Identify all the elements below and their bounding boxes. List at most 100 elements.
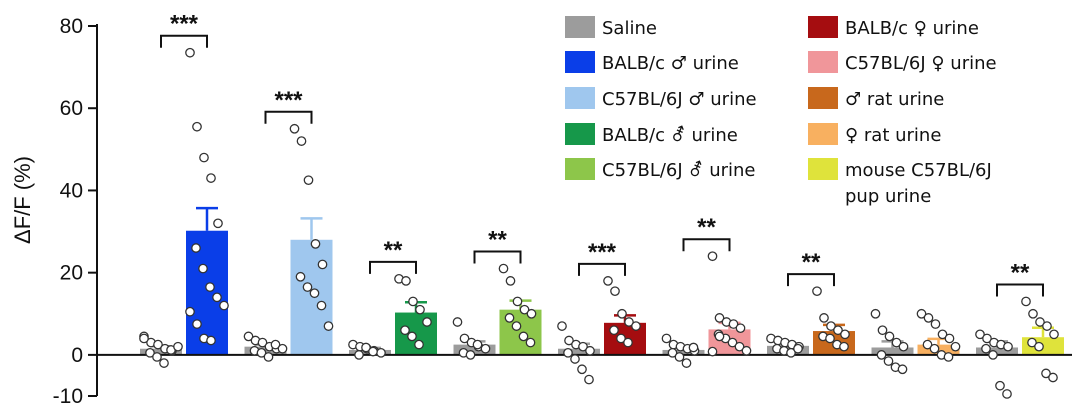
control-4-data-point [570,354,580,364]
legend-label: C57BL/6J ♂ urine [602,89,757,110]
treatment-3-data-point [525,337,536,348]
control-1-data-point [277,343,288,354]
control-5-data-point [667,347,678,358]
legend-swatch [808,87,838,109]
treatment-8-data-point [1035,317,1045,327]
legend-label: mouse C57BL/6J pup urine [845,160,992,207]
control-2-data-point [354,350,364,360]
control-4-data-point [564,335,574,346]
legend-label-line: mouse C57BL/6J [845,160,992,181]
control-1-data-point [263,352,274,362]
control-7-bar [871,347,914,355]
control-3-data-point [465,350,476,360]
treatment-3-data-point [519,304,530,315]
significance-bracket [578,262,626,276]
treatment-8-data-point [1028,308,1038,319]
treatment-0-data-point [191,243,201,253]
significance-label: *** [170,11,199,38]
control-5-data-point [681,358,692,368]
treatment-2-data-point [414,339,424,350]
control-5-data-point [674,352,685,362]
significance-label: *** [274,87,303,114]
control-2-data-point [376,347,386,358]
treatment-7-data-point [930,319,941,329]
treatment-0-data-point [198,263,208,274]
treatment-2-data-point [400,325,410,336]
treatment-6-data-point [833,325,843,336]
control-7-data-point [898,341,909,352]
legend-swatch [565,16,595,38]
control-0-data-point [153,339,163,350]
treatment-1-data-point [317,259,328,270]
data-points-group [139,47,1059,399]
treatment-4-data-point [623,337,633,348]
treatment-0-data-point [213,218,223,229]
control-4-data-point [577,364,587,375]
treatment-3-data-point [504,313,515,323]
y-axis-label: ΔF/F (%) [10,156,35,244]
treatment-3-data-point [526,308,537,319]
y-tick-label: 0 [71,344,83,367]
control-4-data-point [585,345,595,356]
treatment-7-data-point [943,352,954,362]
treatment-7-data-point [944,333,955,344]
control-8-data-point [995,380,1005,391]
bars-group [140,206,1064,355]
significance-label: ** [384,237,403,264]
legend-label: BALB/c ♂ urine [602,53,739,74]
control-1-data-point [257,337,268,348]
legend-label: ♀ rat urine [845,125,941,146]
control-7-data-point [891,337,902,348]
treatment-4-data-point [624,317,634,327]
control-0-data-point [173,341,183,352]
treatment-6-data-point [812,286,822,297]
treatment-1-data-point [323,321,334,331]
significance-label: ** [1011,259,1030,286]
control-3-data-point [452,317,463,327]
significance-bracket [473,250,522,264]
control-7-data-point [897,364,908,375]
significance-label: ** [488,227,507,254]
significance-bracket [369,260,417,274]
treatment-6-data-point [825,333,835,344]
treatment-7-data-point [922,339,933,350]
significance-bracket [787,273,835,287]
treatment-8-data-point [1041,368,1051,379]
treatment-4-data-point [631,321,641,331]
treatment-8-data-point [1034,341,1044,352]
treatment-6-data-point [819,313,829,323]
control-8-data-point [975,329,985,340]
treatment-3-data-point [512,296,523,307]
treatment-0-data-point [212,292,222,303]
treatment-0-data-point [206,173,216,183]
treatment-5-data-point [714,313,725,323]
legend-swatch [565,158,595,180]
control-8-bar [976,347,1018,355]
legend-swatch [808,123,838,145]
treatment-5-data-point [727,337,738,348]
legend-swatch [565,51,595,73]
treatment-6-data-point [826,321,836,331]
treatment-2-data-point [407,331,417,342]
significance-bracket [996,283,1044,297]
treatment-2-data-point [408,296,418,307]
legend-label: ♂ rat urine [845,89,944,110]
treatment-4-data-point [617,308,627,319]
legend-swatch [565,123,595,145]
treatment-0-data-point [185,47,195,58]
control-1-data-point [243,331,254,342]
treatment-0-data-point [199,152,209,163]
treatment-4-data-point [609,325,619,336]
treatment-3-data-point [518,331,529,342]
control-7-data-point [870,308,881,319]
control-2-data-point [368,346,378,357]
treatment-5-data-point [741,345,752,356]
y-tick-label: 40 [60,179,83,202]
y-tick-label: 60 [60,97,83,120]
treatment-3-data-point [511,321,522,331]
treatment-7-data-point [916,308,927,319]
treatment-8-data-point [1048,372,1058,383]
treatment-8-data-point [1042,321,1052,331]
treatment-1-data-point [296,136,307,146]
control-2-data-point [361,342,371,353]
